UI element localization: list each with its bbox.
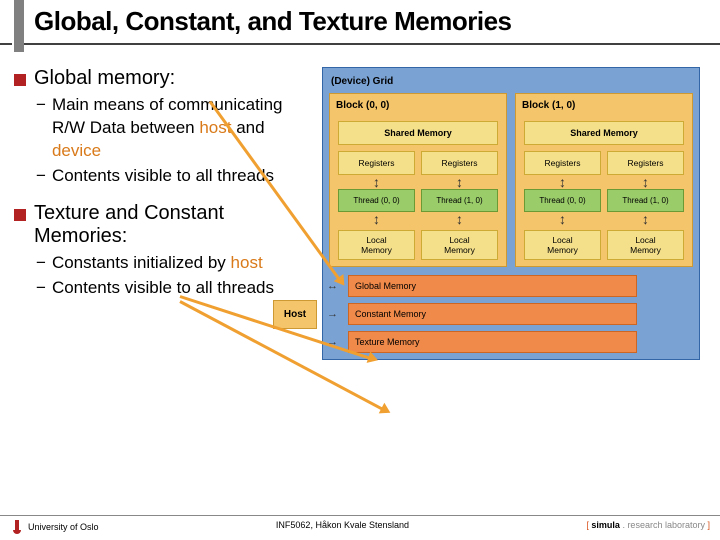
kw-device: device (52, 141, 101, 160)
thread: Thread (1, 0) (421, 189, 498, 212)
kw-host: host (231, 253, 263, 272)
host-box: Host (273, 300, 317, 329)
page-title: Global, Constant, and Texture Memories (0, 0, 720, 45)
diagram-column: (Device) Grid Block (0, 0) Shared Memory… (322, 67, 712, 360)
block-1-0: Block (1, 0) Shared Memory Registers Reg… (515, 93, 693, 267)
registers: Registers (421, 151, 498, 175)
shared-memory: Shared Memory (338, 121, 498, 145)
footer-left: University of Oslo (10, 520, 99, 534)
shared-memory: Shared Memory (524, 121, 684, 145)
uio-logo-icon (10, 520, 24, 534)
blocks-row: Block (0, 0) Shared Memory Registers Reg… (329, 93, 693, 267)
memory-stack: Global Memory Constant Memory Texture Me… (348, 275, 637, 353)
thread: Thread (0, 0) (338, 189, 415, 212)
global-memory-bar: Global Memory (348, 275, 637, 297)
constant-memory-bar: Constant Memory (348, 303, 637, 325)
content-area: Global memory: − Main means of communica… (0, 45, 720, 360)
grid-title: (Device) Grid (329, 74, 693, 93)
dash-icon: − (36, 277, 46, 300)
updown-arrow-icon: ↕ (421, 214, 498, 224)
block-title: Block (1, 0) (520, 98, 688, 115)
updown-arrow-icon: ↕ (421, 177, 498, 187)
thread: Thread (1, 0) (607, 189, 684, 212)
footer-right: [ simula . research laboratory ] (586, 520, 710, 534)
heading-texture: Texture and Constant Memories: (34, 202, 316, 248)
updown-arrow-icon: ↕ (524, 177, 601, 187)
footer: University of Oslo INF5062, Håkon Kvale … (0, 515, 720, 534)
sub-item: − Contents visible to all threads (36, 165, 316, 188)
square-bullet-icon (14, 74, 26, 86)
block-0-0: Block (0, 0) Shared Memory Registers Reg… (329, 93, 507, 267)
dash-icon: − (36, 94, 46, 163)
text: Constants initialized by (52, 253, 231, 272)
right-arrow-icon: → (327, 303, 338, 325)
text-column: Global memory: − Main means of communica… (14, 67, 316, 360)
host-arrows: ↔ → → (327, 275, 338, 353)
updown-arrow-icon: ↕ (607, 214, 684, 224)
text: Contents visible to all threads (52, 165, 274, 188)
local-memory: LocalMemory (421, 230, 498, 260)
registers: Registers (524, 151, 601, 175)
updown-arrow-icon: ↕ (338, 177, 415, 187)
sublist-texture: − Constants initialized by host − Conten… (14, 252, 316, 300)
updown-arrow-icon: ↕ (338, 214, 415, 224)
local-memory: LocalMemory (524, 230, 601, 260)
thread: Thread (0, 0) (524, 189, 601, 212)
text: Contents visible to all threads (52, 277, 274, 300)
local-memory: LocalMemory (607, 230, 684, 260)
footer-center: INF5062, Håkon Kvale Stensland (276, 520, 409, 534)
sub-item: − Main means of communicating R/W Data b… (36, 94, 316, 163)
dash-icon: − (36, 165, 46, 188)
host-memory-row: Host ↔ → → Global Memory Constant Memory… (273, 275, 637, 353)
registers: Registers (607, 151, 684, 175)
dash-icon: − (36, 252, 46, 275)
title-accent (12, 0, 24, 52)
registers: Registers (338, 151, 415, 175)
sublist-global: − Main means of communicating R/W Data b… (14, 94, 316, 188)
updown-arrow-icon: ↕ (607, 177, 684, 187)
sub-item: − Constants initialized by host (36, 252, 316, 275)
bullet-texture-constant: Texture and Constant Memories: (14, 202, 316, 248)
device-grid: (Device) Grid Block (0, 0) Shared Memory… (322, 67, 700, 360)
text: and (231, 118, 264, 137)
bullet-global-memory: Global memory: (14, 67, 316, 90)
footer-uni: University of Oslo (28, 522, 99, 532)
local-memory: LocalMemory (338, 230, 415, 260)
heading-global: Global memory: (34, 67, 175, 90)
square-bullet-icon (14, 209, 26, 221)
block-title: Block (0, 0) (334, 98, 502, 115)
texture-memory-bar: Texture Memory (348, 331, 637, 353)
updown-arrow-icon: ↕ (524, 214, 601, 224)
